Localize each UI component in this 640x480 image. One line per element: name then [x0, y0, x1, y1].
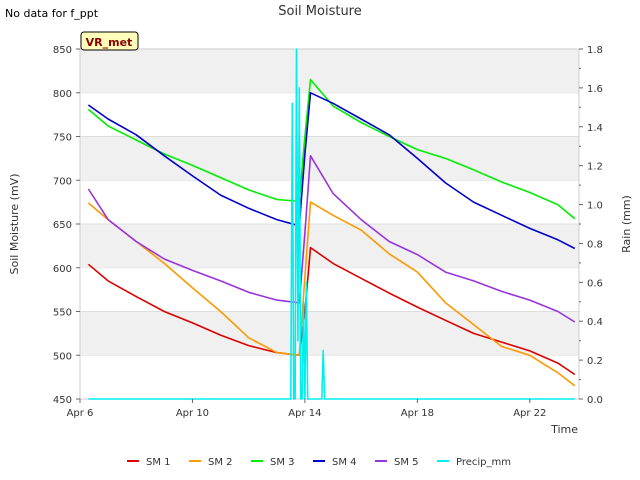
no-data-note: No data for f_ppt — [5, 7, 99, 20]
y-tick-label: 650 — [53, 220, 72, 231]
x-tick-label: Apr 14 — [288, 408, 321, 419]
y-tick-label: 500 — [53, 351, 72, 362]
legend-label-sm-2: SM 2 — [208, 457, 233, 468]
y2-tick-label: 0.4 — [587, 317, 603, 328]
legend-label-sm-3: SM 3 — [270, 457, 295, 468]
y2-tick-label: 0.0 — [587, 395, 603, 406]
y-tick-label: 700 — [53, 176, 72, 187]
y-tick-label: 550 — [53, 308, 72, 319]
station-badge-label: VR_met — [86, 36, 133, 49]
y2-tick-label: 1.0 — [587, 201, 603, 212]
chart-title: Soil Moisture — [278, 4, 362, 19]
x-tick-label: Apr 6 — [67, 408, 94, 419]
y-tick-label: 450 — [53, 395, 72, 406]
legend-label-precip-mm: Precip_mm — [456, 457, 511, 468]
axes: 450 500 550 600 650 700 750 800 850 0.0 0.2 0.4 0.6 0… — [53, 45, 603, 419]
legend: SM 1 SM 2 SM 3 SM 4 SM 5 Precip_mm — [127, 457, 511, 468]
y2-axis-label: Rain (mm) — [620, 195, 633, 253]
grid-band — [80, 311, 579, 356]
y2-tick-label: 1.4 — [587, 123, 603, 134]
x-tick-label: Apr 22 — [513, 408, 546, 419]
grid-bands — [80, 48, 579, 356]
x-tick-label: Apr 10 — [176, 408, 209, 419]
series-layer — [87, 48, 576, 400]
y-tick-label: 850 — [53, 45, 72, 56]
y2-tick-label: 1.2 — [587, 162, 603, 173]
y-tick-label: 600 — [53, 264, 72, 275]
y2-tick-label: 0.8 — [587, 239, 603, 250]
y-axis-label: Soil Moisture (mV) — [8, 174, 21, 275]
series-line-sm-4 — [87, 92, 576, 250]
grid-band — [80, 49, 579, 93]
y2-tick-label: 1.8 — [587, 45, 603, 56]
legend-label-sm-4: SM 4 — [332, 457, 357, 468]
station-badge: VR_met — [80, 31, 139, 51]
legend-label-sm-1: SM 1 — [146, 457, 171, 468]
x-tick-label: Apr 18 — [401, 408, 434, 419]
y2-tick-label: 0.6 — [587, 278, 603, 289]
grid-band — [80, 136, 579, 181]
y-tick-label: 800 — [53, 89, 72, 100]
legend-label-sm-5: SM 5 — [394, 457, 419, 468]
y2-tick-label: 0.2 — [587, 356, 603, 367]
y-tick-label: 750 — [53, 133, 72, 144]
series-line-sm-5 — [87, 155, 576, 323]
series-line-sm-2 — [87, 201, 576, 387]
series-line-sm-3 — [87, 78, 576, 220]
y2-tick-label: 1.6 — [587, 84, 603, 95]
x-axis-label: Time — [550, 423, 578, 436]
series-line-precip-mm — [88, 48, 575, 400]
